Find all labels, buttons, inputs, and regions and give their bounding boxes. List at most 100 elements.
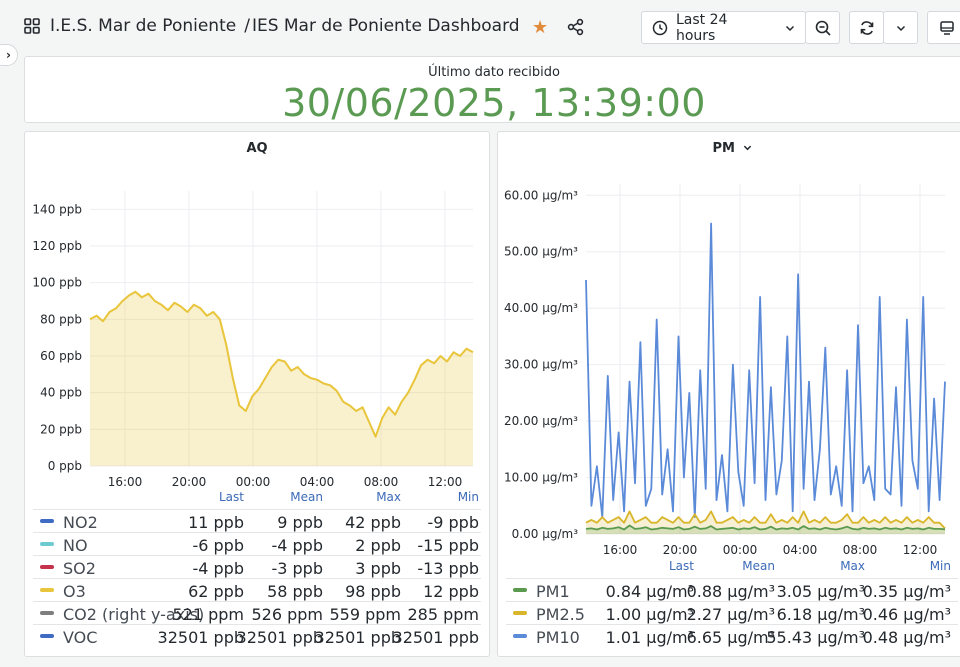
legend-value-min: 0.48 µg/m³ [862, 628, 951, 647]
x-tick-label: 08:00 [843, 543, 878, 557]
chevron-down-icon [896, 25, 905, 31]
legend-header-mean[interactable]: Mean [290, 490, 323, 504]
legend-row[interactable] [33, 601, 481, 624]
y-tick-label: 20 ppb [40, 422, 82, 436]
legend-value-max: 98 ppb [345, 582, 401, 601]
series-line-o3 [89, 290, 474, 438]
legend-value-max: 3 ppb [355, 559, 401, 578]
y-tick-label: 120 ppb [32, 239, 82, 253]
legend-row[interactable] [506, 601, 958, 624]
legend-value-max: 559 ppm [329, 605, 401, 624]
legend-value-last: 1.01 µg/m³ [605, 628, 694, 647]
x-tick-label: 16:00 [108, 475, 143, 489]
legend-swatch [40, 588, 54, 592]
legend-row[interactable] [506, 578, 958, 601]
legend-value-max: 42 ppb [345, 513, 401, 532]
aq-panel-title[interactable]: AQ [246, 141, 268, 156]
legend-header-last[interactable]: Last [669, 559, 694, 573]
aq-panel: AQ 0 ppb 20 ppb 40 ppb 60 ppb 80 ppb 100 ppb 1… [24, 131, 490, 657]
tv-mode-button[interactable] [927, 11, 960, 44]
x-tick-label: 12:00 [903, 543, 938, 557]
legend-value-mean: 526 ppm [251, 605, 323, 624]
chevron-down-icon [743, 145, 751, 151]
series-line-pm10 [585, 222, 946, 518]
legend-value-max: 32501 ppb [314, 628, 401, 647]
legend-value-min: -9 ppb [427, 513, 479, 532]
refresh-interval-dropdown[interactable] [883, 11, 918, 44]
breadcrumb-folder[interactable]: I.E.S. Mar de Poniente [50, 16, 237, 36]
time-range-label: Last 24 hours [675, 11, 728, 44]
legend-value-mean: 6.65 µg/m³ [686, 628, 775, 647]
x-tick-label: 20:00 [172, 475, 207, 489]
legend-value-last: 521 ppm [172, 605, 244, 624]
x-tick-label: 04:00 [300, 475, 335, 489]
x-tick-label: 08:00 [364, 475, 399, 489]
legend-series-name: PM2.5 [536, 605, 585, 624]
sidebar-expand-toggle[interactable]: › [0, 44, 18, 66]
favorite-star-icon[interactable]: ★ [532, 17, 549, 38]
y-tick-label: 40 ppb [40, 386, 82, 400]
legend-swatch [40, 542, 54, 546]
legend-series-name: VOC [63, 628, 98, 647]
pm-chart[interactable]: 0.00 µg/m³ 10.00 µg/m³ 20.00 µg/m³ 30.00 µg… [498, 166, 960, 576]
legend-value-min: 0.46 µg/m³ [862, 605, 951, 624]
series-line-pm1 [585, 524, 946, 531]
legend-series-name: SO2 [63, 559, 96, 578]
legend-row[interactable] [33, 624, 481, 647]
legend-value-min: 12 ppb [423, 582, 479, 601]
refresh-button[interactable] [849, 11, 884, 44]
legend-series-name: PM10 [536, 628, 580, 647]
legend-row[interactable] [33, 578, 481, 601]
legend-series-name: CO2 (right y-axis) [63, 605, 205, 624]
last-data-stat-panel: Último dato recibido 30/06/2025, 13:39:0… [24, 56, 960, 125]
y-tick-label: 140 ppb [32, 202, 82, 216]
legend-header-last[interactable]: Last [219, 490, 244, 504]
legend-value-min: -13 ppb [417, 559, 479, 578]
refresh-icon [860, 20, 873, 35]
share-icon[interactable] [567, 18, 585, 36]
legend-value-max: 3.05 µg/m³ [776, 582, 865, 601]
legend-series-name: NO2 [63, 513, 98, 532]
breadcrumb-dashboard[interactable]: IES Mar de Poniente Dashboard [251, 16, 520, 36]
clock-icon [652, 20, 668, 35]
legend-row[interactable] [506, 624, 958, 647]
series-line-pm2-5 [585, 510, 946, 530]
legend-value-mean: -3 ppb [271, 559, 323, 578]
legend-value-max: 2 ppb [355, 536, 401, 555]
legend-header-max[interactable]: Max [376, 490, 401, 504]
legend-value-last: -6 ppb [192, 536, 244, 555]
legend-row[interactable] [33, 555, 481, 578]
series-area-o3 [90, 291, 473, 466]
legend-swatch [40, 634, 54, 638]
y-tick-label: 80 ppb [40, 312, 82, 326]
legend-swatch [40, 565, 54, 569]
aq-chart[interactable]: 0 ppb 20 ppb 40 ppb 60 ppb 80 ppb 100 ppb 120 … [25, 166, 491, 546]
legend-value-last: 1.00 µg/m³ [605, 605, 694, 624]
legend-value-mean: 2.27 µg/m³ [686, 605, 775, 624]
y-tick-label: 100 ppb [32, 276, 82, 290]
x-tick-label: 00:00 [236, 475, 271, 489]
stat-title: Último dato recibido [428, 65, 560, 80]
pm-panel-title[interactable]: PM [498, 141, 960, 156]
legend-header-mean[interactable]: Mean [742, 559, 775, 573]
y-tick-label: 0 ppb [48, 459, 82, 473]
y-tick-label: 60.00 µg/m³ [504, 188, 578, 202]
monitor-icon [940, 20, 954, 35]
legend-row[interactable] [33, 509, 481, 532]
legend-header-min[interactable]: Min [457, 490, 479, 504]
legend-header-max[interactable]: Max [840, 559, 865, 573]
legend-value-mean: -4 ppb [271, 536, 323, 555]
time-range-picker[interactable]: Last 24 hours [641, 11, 806, 44]
legend-value-last: 62 ppb [188, 582, 244, 601]
legend-swatch [40, 611, 54, 615]
x-tick-label: 00:00 [723, 543, 758, 557]
y-tick-label: 50.00 µg/m³ [504, 245, 578, 259]
breadcrumb: I.E.S. Mar de Poniente / IES Mar de Poni… [24, 16, 520, 36]
legend-header-min[interactable]: Min [929, 559, 951, 573]
y-tick-label: 0.00 µg/m³ [512, 527, 579, 541]
dashboard-grid-icon [24, 18, 40, 34]
zoom-out-button[interactable] [805, 11, 840, 44]
chevron-right-icon: › [6, 48, 11, 62]
legend-row[interactable] [33, 532, 481, 555]
legend-value-last: 32501 ppb [157, 628, 244, 647]
